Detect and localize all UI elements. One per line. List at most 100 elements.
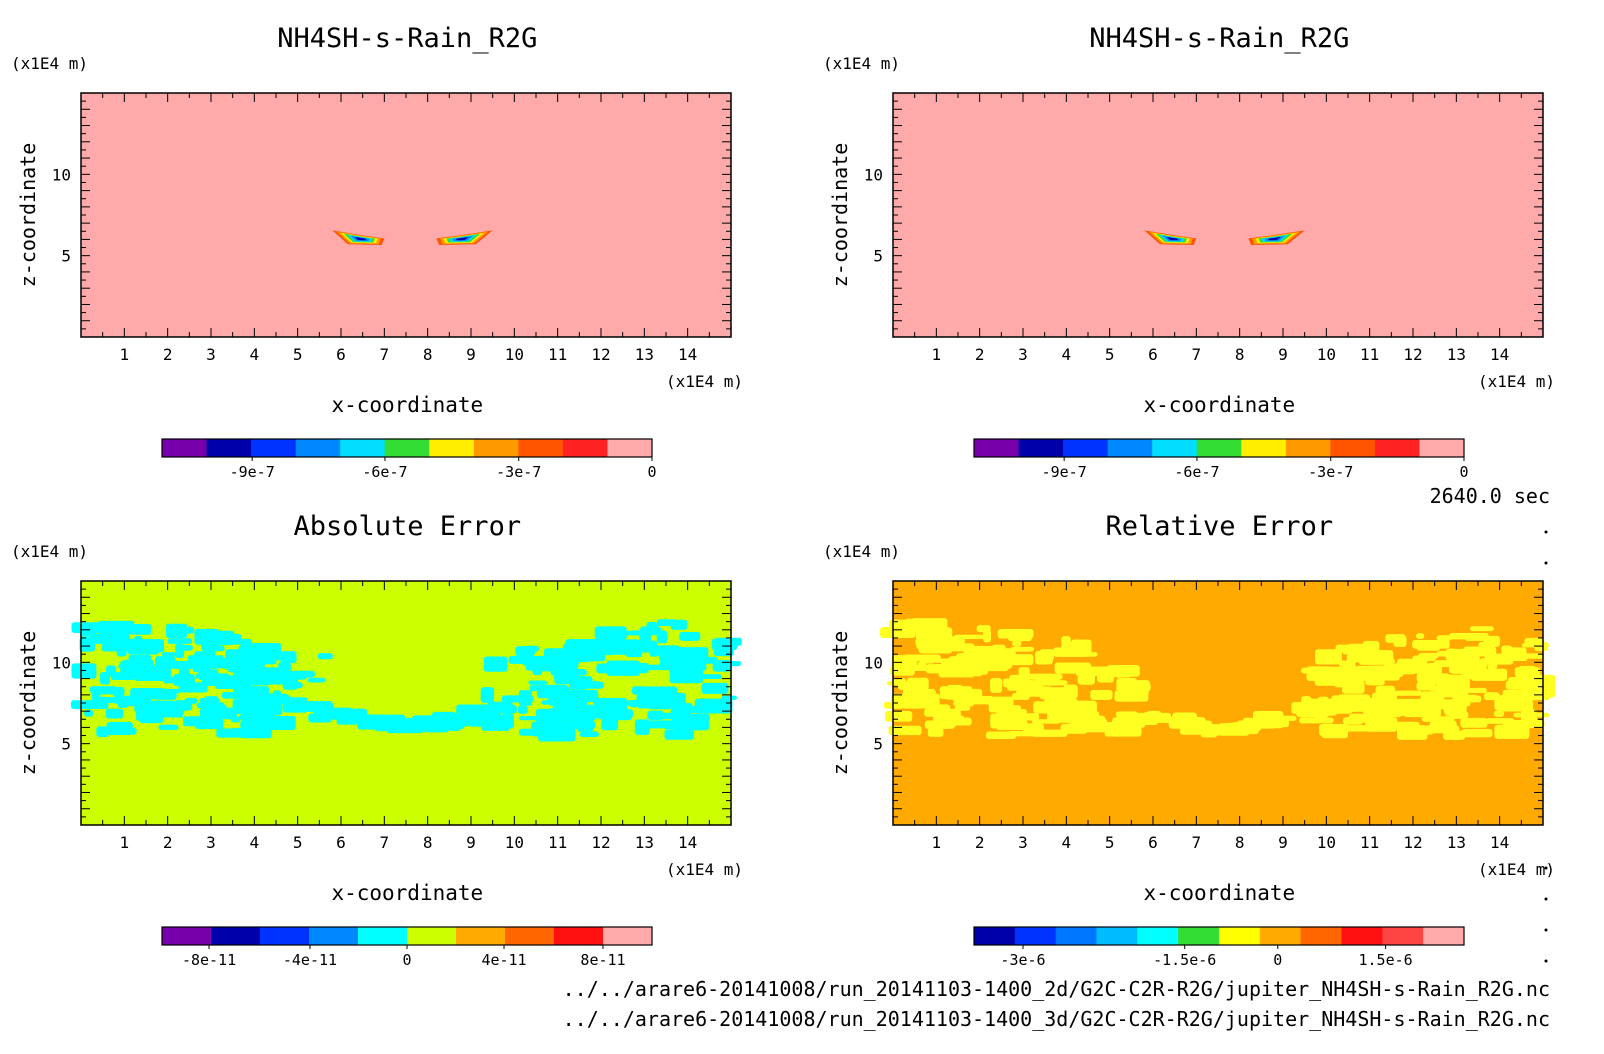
x-tick-label: 6	[1148, 345, 1158, 364]
error-patch	[1464, 648, 1480, 664]
colorbar-swatch	[1285, 439, 1331, 457]
colorbar-tick-label: -3e-7	[1308, 463, 1353, 481]
error-patch	[235, 652, 245, 660]
error-patch	[184, 697, 198, 704]
x-tick-label: 11	[1360, 833, 1379, 852]
error-patch	[1035, 650, 1053, 665]
colorbar-swatch	[456, 927, 506, 945]
x-tick-label: 9	[466, 345, 476, 364]
error-patch	[1371, 692, 1398, 701]
error-patch	[518, 690, 533, 706]
error-patch	[1469, 626, 1494, 632]
error-patch	[1342, 725, 1377, 732]
error-patch	[1465, 687, 1487, 693]
error-patch	[632, 662, 649, 674]
error-patch	[553, 666, 565, 681]
z-axis-title: z-coordinate	[16, 631, 40, 776]
error-patch	[207, 704, 227, 712]
y-unit-label: (x1E4 m)	[11, 54, 88, 73]
y-unit-label: (x1E4 m)	[11, 542, 88, 561]
x-tick-label: 12	[1403, 345, 1422, 364]
colorbar-swatch	[407, 927, 457, 945]
error-patch	[660, 712, 690, 720]
error-patch	[1114, 690, 1149, 702]
x-tick-label: 4	[250, 345, 260, 364]
x-tick-label: 14	[1490, 833, 1509, 852]
x-tick-label: 11	[1360, 345, 1379, 364]
error-patch	[79, 637, 96, 652]
error-patch	[239, 638, 252, 646]
colorbar-frame	[973, 438, 1465, 458]
error-patch	[918, 644, 933, 654]
error-patch	[1393, 635, 1407, 648]
field-background	[893, 93, 1543, 337]
error-patch	[1418, 652, 1439, 659]
contour-level	[1268, 236, 1281, 241]
error-patch	[924, 655, 936, 664]
x-tick-label: 10	[505, 345, 524, 364]
error-patch	[1335, 644, 1358, 652]
error-patch	[636, 694, 666, 707]
error-patch	[1326, 666, 1359, 675]
colorbar-swatch	[1341, 927, 1383, 945]
error-patch	[632, 686, 646, 695]
error-patch	[221, 691, 236, 699]
error-patch	[903, 688, 936, 700]
x-tick-label: 13	[1447, 833, 1466, 852]
colorbar-swatch	[340, 439, 386, 457]
error-patch	[954, 705, 971, 711]
colorbar-swatch	[974, 439, 1020, 457]
colorbar-swatch	[1137, 927, 1179, 945]
y-unit-label: (x1E4 m)	[823, 542, 900, 561]
error-patch	[345, 708, 368, 720]
error-patch	[983, 629, 992, 643]
colorbar-swatch	[505, 927, 555, 945]
x-tick-label: 4	[1062, 833, 1072, 852]
colorbar-swatch	[295, 439, 341, 457]
error-patch	[1416, 672, 1443, 683]
x-tick-label: 5	[293, 833, 303, 852]
error-patch	[888, 725, 922, 736]
error-patch	[1179, 722, 1209, 735]
error-patch	[935, 704, 951, 716]
error-patch	[525, 662, 556, 671]
colorbar-swatch	[974, 927, 1016, 945]
error-patch	[652, 645, 680, 655]
error-patch	[1397, 725, 1428, 740]
colorbar-tick-label: 1.5e-6	[1359, 951, 1413, 969]
colorbar-tick-label: -3e-7	[496, 463, 541, 481]
colorbar-swatch	[429, 439, 475, 457]
error-patch	[1502, 721, 1527, 736]
error-patch	[1258, 711, 1281, 719]
error-patch	[1426, 662, 1443, 675]
x-tick-label: 14	[678, 833, 697, 852]
error-patch	[1000, 662, 1013, 669]
error-patch	[105, 708, 124, 719]
error-patch	[577, 727, 594, 732]
error-patch	[647, 710, 664, 720]
error-patch	[1317, 703, 1340, 714]
error-patch	[113, 630, 128, 638]
error-patch	[932, 664, 959, 673]
x-unit-label: (x1E4 m)	[666, 372, 743, 391]
x-unit-label: (x1E4 m)	[1478, 372, 1555, 391]
x-tick-label: 13	[635, 833, 654, 852]
field-background	[81, 93, 731, 337]
error-patch	[178, 668, 190, 684]
error-patch	[480, 687, 495, 703]
panel-1: NH4SH-s-Rain_R2G(x1E4 m)(x1E4 m)1 2 3 4 5 6 7 8…	[11, 23, 743, 481]
panel-3: Absolute Error(x1E4 m)(x1E4 m)1 2 3 4 5 6 7 8 9 1…	[11, 511, 743, 969]
error-patch	[497, 704, 517, 714]
error-patch	[192, 667, 211, 673]
error-patch	[1397, 658, 1413, 674]
colorbar-tick-label: -9e-7	[1042, 463, 1087, 481]
error-patch	[190, 660, 205, 666]
error-patch	[696, 656, 718, 664]
error-patch	[574, 676, 593, 688]
error-patch	[90, 688, 118, 695]
x-tick-label: 8	[423, 345, 433, 364]
z-axis-title: z-coordinate	[828, 631, 852, 776]
error-patch	[927, 727, 944, 737]
error-patch	[990, 677, 1003, 693]
x-axis-title: x-coordinate	[1143, 393, 1295, 417]
